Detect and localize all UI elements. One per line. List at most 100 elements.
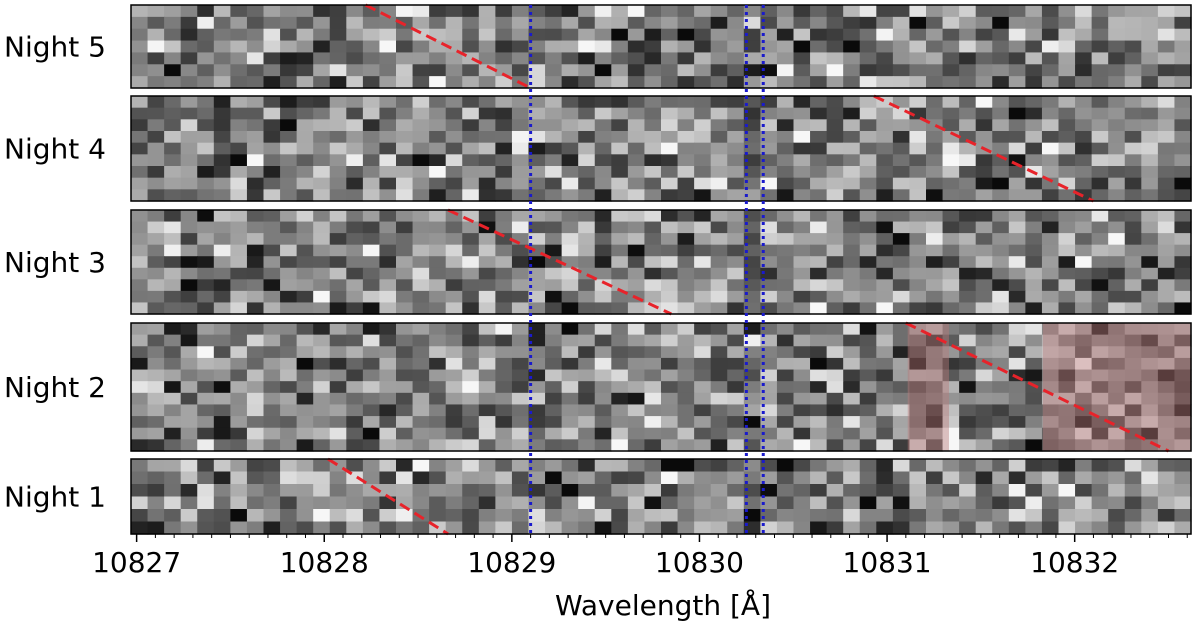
heatmap-cell [462, 346, 480, 359]
heatmap-cell [197, 484, 215, 498]
heatmap-cell [329, 323, 347, 336]
heatmap-cell [661, 439, 679, 452]
heatmap-cell [396, 439, 414, 452]
heatmap-cell [677, 357, 695, 371]
heatmap-cell [594, 64, 612, 77]
heatmap-cell [694, 177, 712, 190]
heatmap-cell [1058, 64, 1076, 77]
heatmap-cell [445, 416, 463, 429]
heatmap-cell [1008, 439, 1026, 452]
heatmap-cell [942, 16, 960, 30]
heatmap-cell [743, 381, 761, 394]
heatmap-cell [644, 16, 662, 30]
heatmap-cell [661, 210, 679, 223]
heatmap-cell [594, 28, 612, 42]
heatmap-cell [545, 40, 563, 54]
heatmap-cell [926, 381, 944, 394]
heatmap-cell [528, 302, 546, 315]
heatmap-cell [131, 177, 149, 190]
heatmap-cell [462, 64, 480, 77]
heatmap-cell [329, 40, 347, 54]
heatmap-cell [1174, 189, 1192, 202]
heatmap-cell [545, 233, 563, 246]
heatmap-cell [246, 177, 265, 190]
heatmap-cell [1124, 40, 1142, 54]
heatmap-cell [1025, 471, 1043, 485]
heatmap-cell [1157, 107, 1176, 120]
heatmap-cell [180, 392, 198, 406]
heatmap-cell [992, 484, 1010, 498]
heatmap-cell [545, 357, 563, 371]
heatmap-cell [280, 64, 298, 77]
heatmap-cell [131, 290, 149, 304]
heatmap-cell [561, 256, 579, 269]
heatmap-cell [495, 334, 513, 347]
heatmap-cell [942, 439, 960, 452]
heatmap-cell [992, 233, 1010, 246]
heatmap-cell [1058, 233, 1076, 246]
heatmap-cell [346, 416, 364, 429]
heatmap-cell [1041, 244, 1060, 257]
heatmap-cell [329, 16, 347, 30]
heatmap-cell [445, 107, 463, 120]
heatmap-cell [1025, 76, 1043, 89]
heatmap-cell [528, 28, 546, 42]
heatmap-cell [147, 392, 165, 406]
heatmap-cell [992, 107, 1010, 120]
x-tick-label: 10830 [655, 546, 744, 579]
heatmap-cell [1157, 52, 1176, 65]
heatmap-cell [478, 279, 496, 292]
heatmap-cell [230, 290, 248, 304]
heatmap-cell [478, 357, 496, 371]
heatmap-cell [578, 404, 596, 417]
heatmap-cell [379, 290, 397, 304]
heatmap-cell [1058, 369, 1076, 382]
heatmap-cell [164, 427, 182, 440]
heatmap-cell [296, 290, 314, 304]
heatmap-cell [1058, 521, 1076, 535]
heatmap-cell [644, 267, 662, 280]
heatmap-cell [296, 221, 314, 234]
heatmap-cell [1008, 279, 1026, 292]
heatmap-cell [611, 302, 629, 315]
heatmap-cell [495, 459, 513, 473]
heatmap-cell [594, 142, 612, 155]
heatmap-cell [859, 131, 877, 144]
panel-night-5: Night 5 [4, 3, 1192, 90]
heatmap-cell [1091, 392, 1109, 406]
heatmap-cell [644, 471, 662, 485]
heatmap-cell [213, 16, 231, 30]
heatmap-cell [1075, 279, 1093, 292]
heatmap-cell [810, 279, 828, 292]
heatmap-cell [611, 142, 629, 155]
heatmap-cell [131, 189, 149, 202]
heatmap-cell [511, 279, 530, 292]
heatmap-cell [429, 290, 447, 304]
heatmap-cell [213, 52, 231, 65]
heatmap-cell [511, 509, 530, 523]
heatmap-cell [826, 381, 844, 394]
heatmap-cell [627, 5, 646, 18]
heatmap-cell [1041, 5, 1060, 18]
heatmap-cell [545, 509, 563, 523]
heatmap-cell [396, 40, 414, 54]
heatmap-cell [611, 496, 629, 510]
heatmap-cell [892, 496, 911, 510]
heatmap-cell [445, 256, 463, 269]
heatmap-cell [329, 267, 347, 280]
heatmap-cell [545, 369, 563, 382]
heatmap-cell [313, 459, 331, 473]
heatmap-cell [495, 381, 513, 394]
heatmap-cell [1075, 5, 1093, 18]
heatmap-cell [213, 64, 231, 77]
heatmap-cell [677, 302, 695, 315]
heatmap-cell [810, 131, 828, 144]
heatmap-cell [694, 439, 712, 452]
heatmap-cell [1075, 334, 1093, 347]
heatmap-cell [727, 496, 745, 510]
heatmap-cell [1025, 142, 1043, 155]
heatmap-cell [1141, 221, 1159, 234]
heatmap-cell [1141, 267, 1159, 280]
heatmap-cell [462, 496, 480, 510]
heatmap-cell [280, 357, 298, 371]
